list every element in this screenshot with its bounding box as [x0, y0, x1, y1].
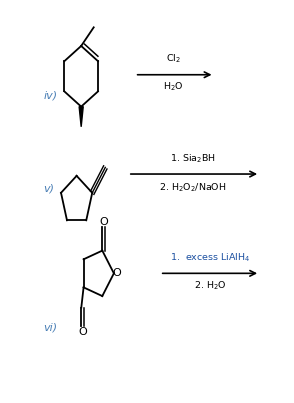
- Polygon shape: [79, 107, 83, 127]
- Text: 2. H$_2$O$_2$/NaOH: 2. H$_2$O$_2$/NaOH: [159, 182, 227, 194]
- Text: Cl$_2$: Cl$_2$: [166, 53, 181, 65]
- Text: H$_2$O: H$_2$O: [163, 81, 184, 93]
- Text: O: O: [99, 217, 108, 227]
- Text: 1. Sia$_2$BH: 1. Sia$_2$BH: [170, 152, 216, 165]
- Text: O: O: [78, 327, 87, 337]
- Text: iv): iv): [44, 90, 58, 100]
- Text: O: O: [112, 268, 121, 278]
- Text: 2. H$_2$O: 2. H$_2$O: [193, 280, 226, 292]
- Text: 1.  excess LiAlH$_4$: 1. excess LiAlH$_4$: [170, 251, 250, 264]
- Text: vi): vi): [44, 323, 58, 333]
- Text: v): v): [44, 183, 55, 193]
